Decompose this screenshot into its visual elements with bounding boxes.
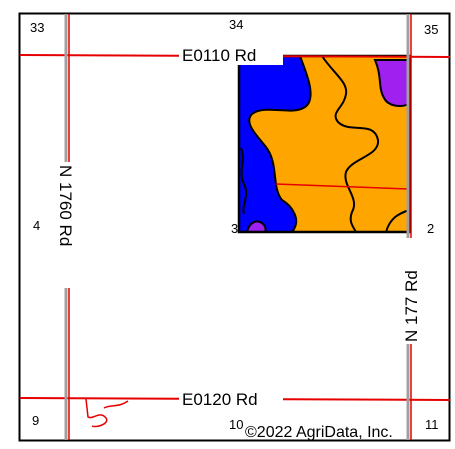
section-label-11: 11	[425, 417, 439, 432]
soil-boundary	[240, 147, 248, 215]
soil-unit-purple-sw[interactable]	[245, 220, 267, 233]
section-line	[275, 183, 410, 190]
road-label-n177: N 177 Rd	[402, 270, 421, 342]
road-label-bg	[400, 238, 420, 344]
section-label-10: 10	[229, 417, 243, 432]
section-label-4: 4	[33, 218, 40, 233]
field-parcel[interactable]	[237, 54, 412, 234]
creek-line	[85, 398, 129, 428]
road-label-e0110: E0110 Rd	[182, 46, 256, 65]
road-label-bg	[179, 389, 283, 409]
road-label-e0120: E0120 Rd	[182, 390, 258, 409]
section-label-3: 3	[231, 221, 238, 236]
section-label-9: 9	[32, 413, 39, 428]
section-label-35: 35	[424, 22, 438, 37]
section-label-34: 34	[229, 17, 243, 32]
section-label-2: 2	[427, 221, 434, 236]
road-label-bg	[58, 162, 78, 288]
soil-boundary	[385, 209, 410, 233]
road-label-n1760: N 1760 Rd	[56, 165, 75, 246]
copyright-text: ©2022 AgriData, Inc.	[245, 424, 393, 441]
soil-boundary	[321, 55, 380, 233]
road-label-bg	[179, 45, 283, 65]
section-label-33: 33	[30, 20, 44, 35]
soil-unit-blue[interactable]	[238, 55, 312, 233]
